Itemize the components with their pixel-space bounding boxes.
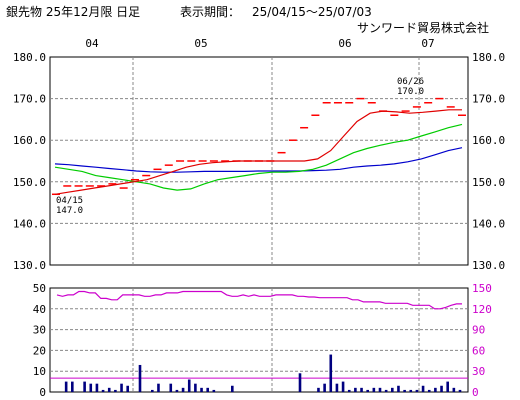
volume-bar — [169, 383, 173, 392]
volume-bar — [409, 389, 413, 392]
volume-bar — [64, 381, 68, 392]
volume-bar — [354, 387, 357, 392]
volume-bar — [403, 389, 406, 392]
volume-bar — [114, 389, 117, 392]
x-tick-label: 07 — [421, 37, 434, 50]
y-tick-label-left: 160.0 — [13, 134, 46, 147]
volume-bar — [440, 385, 443, 392]
y-tick-label-right: 150.0 — [472, 176, 505, 189]
volume-bar — [378, 387, 382, 392]
ratio-tick-label-right: 90 — [472, 324, 485, 337]
volume-bar — [458, 389, 462, 392]
volume-bar — [126, 385, 129, 392]
volume-bar — [360, 387, 363, 392]
ma-short-line — [54, 109, 462, 195]
volume-bar — [181, 387, 185, 392]
volume-bar — [391, 387, 394, 392]
volume-bar — [427, 389, 431, 392]
volume-tick-label-left: 40 — [33, 303, 46, 316]
volume-tick-label-left: 20 — [33, 344, 46, 357]
price-panel-frame — [49, 56, 469, 266]
volume-bar — [138, 364, 142, 392]
volume-bar — [206, 387, 209, 392]
volume-bar — [101, 389, 105, 392]
volume-bar — [434, 387, 437, 392]
volume-bar — [175, 389, 179, 392]
volume-bar — [231, 385, 234, 392]
volume-bar — [83, 381, 86, 392]
volume-tick-label-left: 50 — [33, 282, 46, 295]
ma-mid-line — [54, 123, 463, 191]
volume-bar — [298, 373, 302, 392]
volume-bar — [452, 387, 456, 392]
x-tick-label: 06 — [338, 37, 351, 50]
volume-tick-label-left: 10 — [33, 365, 46, 378]
ma-long-line — [54, 147, 463, 173]
volume-bar — [212, 389, 216, 392]
chart-title: 銀先物 25年12月限 日足 — [6, 5, 141, 19]
company-name: サンワード貿易株式会社 — [357, 21, 490, 35]
x-tick-label: 05 — [194, 37, 207, 50]
y-tick-label-left: 150.0 — [13, 176, 46, 189]
high-date-annotation: 06/26 — [397, 77, 424, 87]
volume-bar — [200, 387, 203, 392]
volume-bar — [384, 389, 388, 392]
period-label: 表示期間： — [180, 5, 241, 19]
y-tick-label-right: 130.0 — [472, 259, 505, 272]
volume-bar — [329, 354, 333, 392]
ratio-tick-label-right: 0 — [472, 386, 479, 399]
volume-bar — [107, 387, 111, 392]
volume-bar — [397, 385, 400, 392]
volume-bar — [317, 387, 320, 392]
volume-bar — [89, 383, 93, 392]
y-tick-label-right: 160.0 — [472, 134, 505, 147]
volume-tick-label-left: 30 — [33, 324, 46, 337]
volume-bar — [323, 383, 326, 392]
volume-tick-label-left: 0 — [39, 386, 46, 399]
y-tick-label-right: 140.0 — [472, 217, 505, 230]
volume-bar — [372, 387, 376, 392]
volume-panel-frame — [49, 287, 469, 393]
low-date-annotation: 04/15 — [56, 196, 83, 206]
y-tick-label-right: 170.0 — [472, 93, 505, 106]
ratio-tick-label-right: 30 — [472, 365, 485, 378]
ratio-tick-label-right: 60 — [472, 344, 485, 357]
volume-bar — [366, 389, 369, 392]
display-period: 25/04/15〜25/07/03 — [252, 5, 372, 19]
low-value-annotation: 147.0 — [56, 206, 83, 216]
volume-bar — [421, 385, 425, 392]
high-value-annotation: 170.0 — [397, 87, 424, 97]
volume-bar — [120, 383, 123, 392]
ratio-tick-label-right: 120 — [472, 303, 492, 316]
volume-bar — [95, 383, 99, 392]
volume-bar — [157, 383, 160, 392]
volume-bar — [415, 389, 419, 392]
ratio-tick-label-right: 150 — [472, 282, 492, 295]
volume-bar — [335, 383, 339, 392]
y-tick-label-left: 140.0 — [13, 217, 46, 230]
volume-bar — [446, 381, 449, 392]
y-tick-label-left: 130.0 — [13, 259, 46, 272]
volume-bar — [341, 381, 345, 392]
ratio-line — [56, 290, 462, 310]
y-tick-label-left: 180.0 — [13, 51, 46, 64]
volume-bar — [347, 389, 351, 392]
y-tick-label-right: 180.0 — [472, 51, 505, 64]
volume-bar — [187, 379, 191, 392]
y-tick-label-left: 170.0 — [13, 93, 46, 106]
volume-bar — [151, 389, 154, 392]
volume-bar — [71, 381, 74, 392]
volume-bar — [194, 383, 197, 392]
x-tick-label: 04 — [85, 37, 99, 50]
